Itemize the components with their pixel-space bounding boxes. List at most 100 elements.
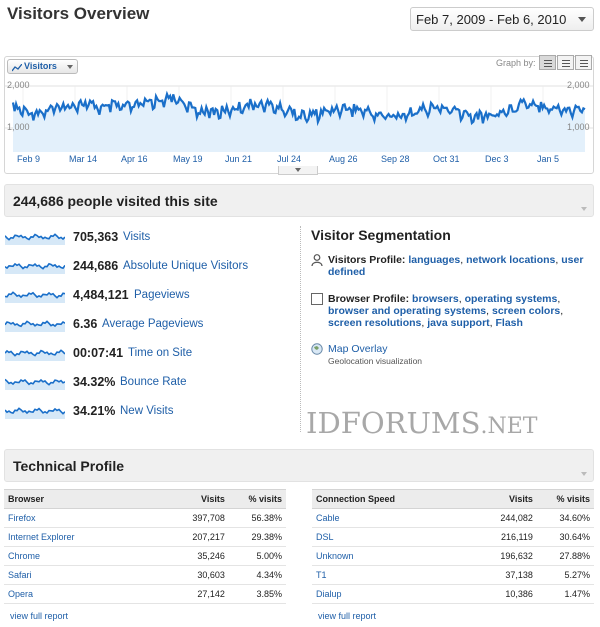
row-label-link[interactable]: Cable (312, 508, 482, 528)
metric-label-link[interactable]: Absolute Unique Visitors (123, 260, 249, 272)
table-row: Chrome 35,246 5.00% (4, 546, 286, 566)
x-axis-label: Apr 16 (121, 154, 148, 164)
metric-row: 00:07:41 Time on Site (5, 344, 295, 364)
table-cell: 397,708 (173, 508, 229, 528)
profile-link[interactable]: browsers (412, 293, 459, 305)
row-label-link[interactable]: Unknown (312, 546, 482, 566)
table-row: T1 37,138 5.27% (312, 565, 594, 585)
chevron-down-icon (295, 168, 301, 172)
chevron-down-icon (581, 472, 587, 476)
x-axis-label: Mar 14 (69, 154, 98, 164)
metric-label-link[interactable]: New Visits (120, 405, 174, 417)
person-icon (311, 254, 323, 267)
profile-link[interactable]: screen resolutions (328, 317, 422, 329)
browser-view-full-report-link[interactable]: view full report (10, 611, 69, 621)
metric-label-link[interactable]: Average Pageviews (102, 318, 204, 330)
sparkline (5, 291, 65, 303)
graph-by-week-button[interactable] (557, 55, 574, 70)
column-header[interactable]: Visits (173, 489, 229, 509)
profile-link[interactable]: Flash (495, 317, 523, 329)
table-row: Firefox 397,708 56.38% (4, 508, 286, 528)
profile-link[interactable]: network locations (466, 254, 556, 266)
technical-profile-title: Technical Profile (13, 458, 124, 474)
row-label-link[interactable]: T1 (312, 565, 482, 585)
x-axis-label: Sep 28 (381, 154, 410, 164)
watermark-logo: IDFORUMS.NET (306, 406, 537, 440)
row-label-link[interactable]: Firefox (4, 508, 174, 528)
row-label-link[interactable]: Dialup (312, 584, 482, 604)
metric-label-link[interactable]: Visits (123, 231, 151, 243)
row-label-link[interactable]: Opera (4, 584, 174, 604)
table-cell: 30,603 (173, 565, 229, 585)
table-cell: 5.00% (228, 546, 286, 566)
profile-link[interactable]: java support (427, 317, 490, 329)
profile-link[interactable]: user defined (328, 254, 584, 278)
date-range-picker[interactable]: Feb 7, 2009 - Feb 6, 2010 (410, 7, 594, 31)
metric-label-link[interactable]: Pageviews (134, 289, 190, 301)
metric-value: 244,686 (73, 259, 119, 273)
row-label-link[interactable]: DSL (312, 527, 482, 547)
profile-label: Browser Profile: (328, 293, 410, 305)
metric-label-link[interactable]: Bounce Rate (120, 376, 187, 388)
date-range-label: Feb 7, 2009 - Feb 6, 2010 (416, 12, 567, 27)
profile-link[interactable]: screen colors (491, 305, 561, 317)
browser-window-icon (311, 293, 323, 305)
row-label-link[interactable]: Chrome (4, 546, 174, 566)
chevron-down-icon (581, 207, 587, 211)
table-row: Opera 27,142 3.85% (4, 584, 286, 604)
row-label-link[interactable]: Safari (4, 565, 174, 585)
x-axis-label: May 19 (173, 154, 203, 164)
metric-row: 4,484,121 Pageviews (5, 286, 295, 306)
column-header[interactable]: % visits (228, 489, 286, 509)
table-cell: 27,142 (173, 584, 229, 604)
column-header[interactable]: % visits (536, 489, 594, 509)
table-cell: 10,386 (481, 584, 537, 604)
profile-link[interactable]: browser and operating systems (328, 305, 487, 317)
table-cell: 35,246 (173, 546, 229, 566)
connection-view-full-report-link[interactable]: view full report (318, 611, 377, 621)
metric-value: 705,363 (73, 230, 119, 244)
table-cell: 196,632 (481, 546, 537, 566)
technical-profile-bar: Technical Profile (4, 449, 594, 482)
metric-value: 00:07:41 (73, 346, 124, 360)
column-header[interactable]: Visits (481, 489, 537, 509)
metric-label-link[interactable]: Time on Site (128, 347, 193, 359)
line-chart-icon (12, 64, 22, 72)
map-overlay-description: Geolocation visualization (328, 356, 423, 366)
metric-value: 34.32% (73, 375, 116, 389)
table-row: Cable 244,082 34.60% (312, 508, 594, 528)
row-label-link[interactable]: Internet Explorer (4, 527, 174, 547)
column-header[interactable]: Browser (4, 489, 174, 509)
graph-metric-selector[interactable]: Visitors (7, 59, 78, 74)
graph-collapse-handle[interactable] (278, 166, 318, 175)
page-title: Visitors Overview (7, 4, 150, 23)
profile-label: Visitors Profile: (328, 254, 406, 266)
graph-by-day-button[interactable] (539, 55, 556, 70)
metric-value: 6.36 (73, 317, 98, 331)
browser-table: Browser Visits% visits Firefox 397,708 56.38… (4, 489, 286, 604)
table-row: Internet Explorer 207,217 29.38% (4, 527, 286, 547)
y-axis-top-label: 2,000 (7, 80, 30, 90)
table-cell: 56.38% (228, 508, 286, 528)
profile-link[interactable]: languages (408, 254, 461, 266)
table-header-row: Connection Speed Visits% visits (312, 489, 594, 509)
segmentation-title: Visitor Segmentation (311, 227, 451, 243)
table-row: Dialup 10,386 1.47% (312, 584, 594, 604)
sparkline (5, 320, 65, 332)
map-overlay-link[interactable]: Map Overlay (328, 343, 388, 355)
watermark-suffix: .NET (480, 414, 538, 439)
graph-by-month-button[interactable] (575, 55, 592, 70)
metric-row: 705,363 Visits (5, 228, 295, 248)
graph-by-label: Graph by: (496, 58, 536, 68)
summary-headline: 244,686 people visited this site (13, 193, 218, 209)
y-axis-mid-label-right: 1,000 (567, 122, 590, 132)
sparkline (5, 378, 65, 390)
watermark-main: IDFORUMS (306, 406, 481, 440)
x-axis-label: Dec 3 (485, 154, 509, 164)
x-axis-label: Oct 31 (433, 154, 460, 164)
metric-value: 4,484,121 (73, 288, 129, 302)
x-axis-label: Jul 24 (277, 154, 302, 164)
column-header[interactable]: Connection Speed (312, 489, 482, 509)
sparkline (5, 262, 65, 274)
profile-link[interactable]: operating systems (464, 293, 558, 305)
